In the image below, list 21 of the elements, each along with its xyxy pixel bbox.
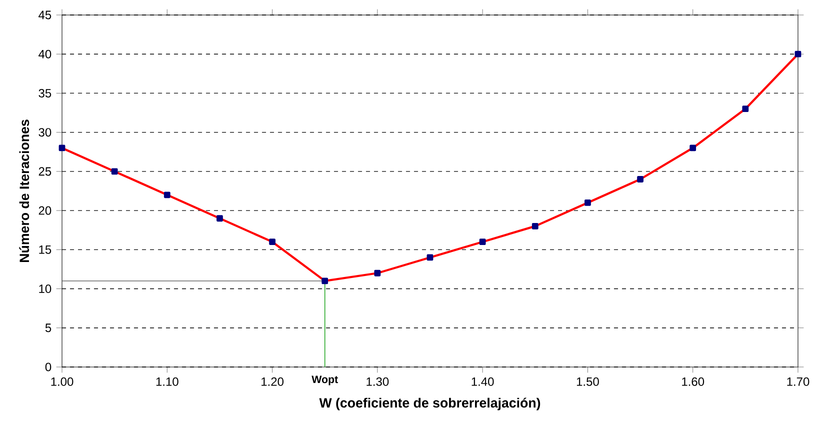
x-tick-label: 1.50	[576, 377, 599, 386]
y-tick-label: 25	[38, 167, 52, 176]
ref-line-label: Wopt	[312, 376, 338, 386]
x-axis-title: W (coeficiente de sobrerrelajación)	[319, 398, 540, 410]
x-tick-label: 1.60	[682, 377, 704, 386]
x-tick-label: 1.70	[787, 377, 810, 386]
x-tick-label: 1.20	[262, 377, 284, 386]
y-tick-label: 30	[38, 128, 52, 137]
y-tick-label: 15	[39, 245, 52, 254]
y-tick-label: 35	[38, 88, 52, 98]
x-tick-label: 1.30	[366, 377, 389, 386]
y-axis-title: Número de Iteraciones	[19, 120, 30, 262]
x-tick-label: 1.10	[156, 377, 178, 386]
y-tick-label: 0	[45, 362, 52, 372]
y-tick-label: 45	[38, 10, 52, 20]
x-tick-label: 1.40	[472, 377, 494, 386]
x-tick-label: 1.00	[51, 377, 74, 386]
y-tick-label: 10	[39, 284, 52, 294]
y-tick-label: 40	[38, 50, 52, 58]
y-tick-label: 5	[45, 324, 52, 332]
y-tick-label: 20	[38, 206, 52, 215]
